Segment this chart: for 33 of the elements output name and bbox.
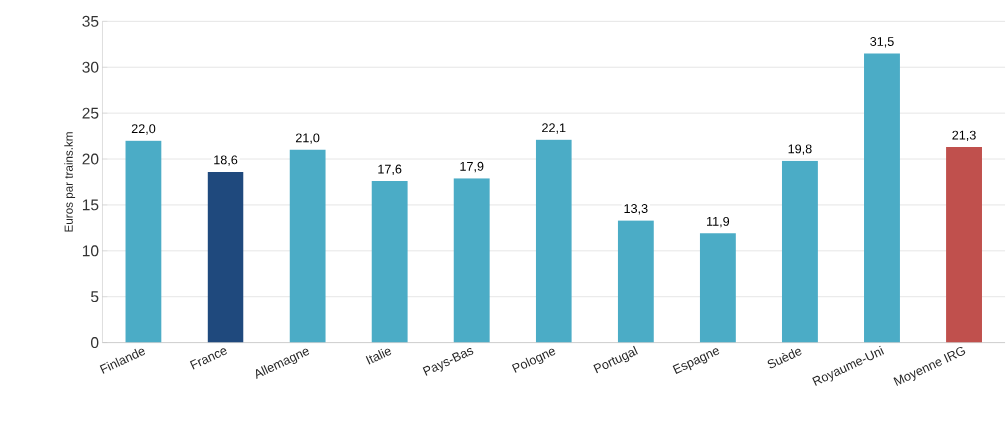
bar bbox=[207, 171, 244, 343]
bar bbox=[371, 181, 408, 343]
y-axis-title: Euros par trains.km bbox=[64, 132, 76, 232]
bar bbox=[617, 220, 654, 343]
x-tick-label: Italie bbox=[365, 348, 392, 365]
data-label: 31,5 bbox=[870, 37, 894, 48]
data-label: 18,6 bbox=[214, 155, 238, 166]
y-tick-label: 20 bbox=[82, 153, 99, 165]
data-label: 17,9 bbox=[460, 161, 484, 173]
data-label: 21,3 bbox=[952, 130, 976, 142]
y-tick-label: 10 bbox=[82, 245, 99, 257]
y-tick-label: 15 bbox=[82, 199, 99, 211]
y-tick-label: 25 bbox=[82, 107, 99, 119]
bar bbox=[125, 140, 162, 343]
data-label: 22,1 bbox=[542, 123, 566, 134]
y-tick-label: 30 bbox=[82, 61, 99, 73]
bar bbox=[781, 160, 818, 343]
bar bbox=[946, 147, 982, 343]
bar bbox=[864, 53, 900, 343]
bar bbox=[289, 149, 326, 343]
data-label: 22,0 bbox=[131, 124, 156, 135]
data-label: 13,3 bbox=[624, 204, 648, 215]
y-tick-label: 5 bbox=[91, 291, 99, 303]
data-label: 17,6 bbox=[378, 164, 402, 176]
bar bbox=[699, 233, 736, 343]
data-label: 19,8 bbox=[788, 144, 812, 155]
y-tick-label: 0 bbox=[91, 337, 99, 349]
bar bbox=[535, 139, 572, 343]
bar bbox=[453, 178, 490, 343]
y-tick-label: 35 bbox=[82, 15, 99, 27]
x-tick-label: Suède bbox=[767, 348, 802, 369]
data-label: 11,9 bbox=[707, 216, 730, 228]
data-label: 21,0 bbox=[295, 133, 320, 144]
